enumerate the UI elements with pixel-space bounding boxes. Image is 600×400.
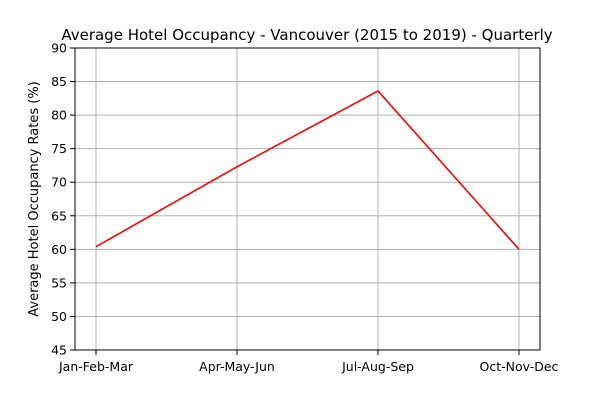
x-tick-label: Apr-May-Jun [199,359,275,374]
y-tick-label: 90 [51,41,67,56]
y-tick-label: 65 [51,208,67,223]
series-line [95,90,520,250]
y-tick-label: 55 [51,275,67,290]
y-tick-label: 50 [51,309,67,324]
series-layer [95,90,520,250]
chart-title: Average Hotel Occupancy - Vancouver (201… [61,26,552,44]
x-tick-label: Jul-Aug-Sep [341,359,414,374]
plot-frame [74,47,541,351]
x-tick-label: Oct-Nov-Dec [480,359,559,374]
y-tick-label: 75 [51,141,67,156]
y-tick-label: 60 [51,242,67,257]
ticks: Jan-Feb-Mar Apr-May-Jun Jul-Aug-Sep Oct-Nov… [51,41,558,375]
y-tick-label: 80 [51,108,67,123]
x-tick-label: Jan-Feb-Mar [58,359,134,374]
y-axis-label: Average Hotel Occupancy Rates (%) [27,81,42,317]
y-tick-label: 70 [51,175,67,190]
y-tick-label: 45 [51,343,67,358]
y-tick-label: 85 [51,74,67,89]
